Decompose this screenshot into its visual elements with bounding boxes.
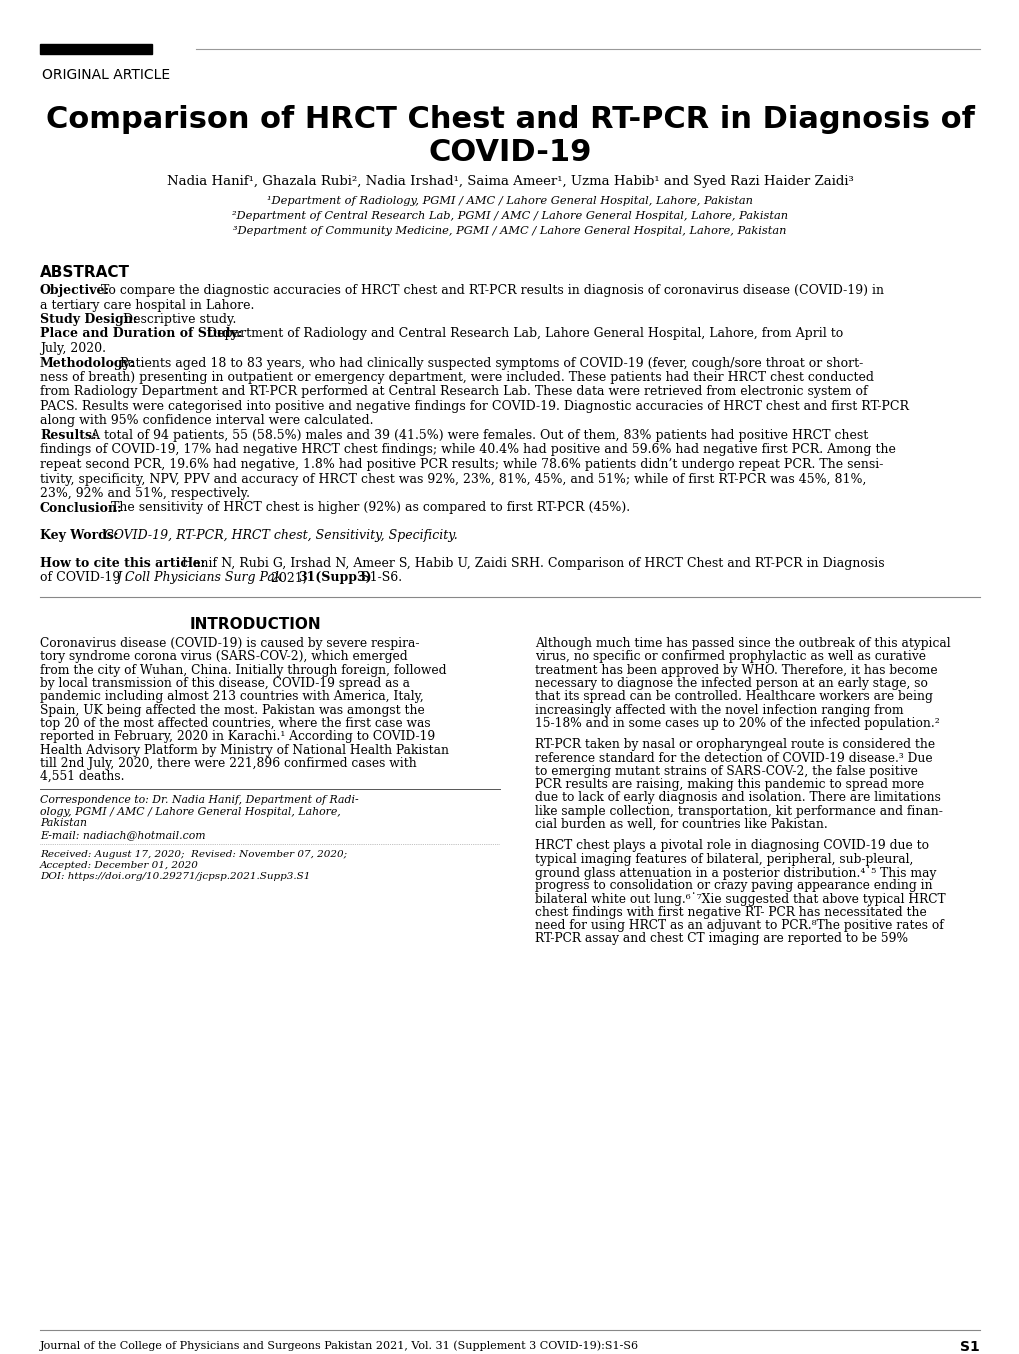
Text: Results:: Results: [40,429,97,441]
Text: :S1-S6.: :S1-S6. [358,571,403,584]
Text: COVID-19: COVID-19 [428,138,591,167]
Text: Pakistan: Pakistan [40,819,87,829]
Text: Conclusion:: Conclusion: [40,501,122,515]
Text: Nadia Hanif¹, Ghazala Rubi², Nadia Irshad¹, Saima Ameer¹, Uzma Habib¹ and Syed R: Nadia Hanif¹, Ghazala Rubi², Nadia Irsha… [166,175,853,188]
Text: 31(Supp3): 31(Supp3) [298,571,371,584]
Text: virus, no specific or confirmed prophylactic as well as curative: virus, no specific or confirmed prophyla… [535,650,925,663]
Text: J Coll Physicians Surg Pak: J Coll Physicians Surg Pak [116,571,282,584]
Text: ²Department of Central Research Lab, PGMI / AMC / Lahore General Hospital, Lahor: ²Department of Central Research Lab, PGM… [231,211,788,221]
Text: Patients aged 18 to 83 years, who had clinically suspected symptoms of COVID-19 : Patients aged 18 to 83 years, who had cl… [116,356,862,370]
Text: Received: August 17, 2020;  Revised: November 07, 2020;: Received: August 17, 2020; Revised: Nove… [40,850,346,860]
Text: PCR results are raising, making this pandemic to spread more: PCR results are raising, making this pan… [535,779,923,791]
Text: ³Department of Community Medicine, PGMI / AMC / Lahore General Hospital, Lahore,: ³Department of Community Medicine, PGMI … [233,226,786,236]
Text: need for using HRCT as an adjuvant to PCR.⁸The positive rates of: need for using HRCT as an adjuvant to PC… [535,919,943,932]
Text: Descriptive study.: Descriptive study. [119,313,236,326]
Text: Methodology:: Methodology: [40,356,136,370]
Text: tivity, specificity, NPV, PPV and accuracy of HRCT chest was 92%, 23%, 81%, 45%,: tivity, specificity, NPV, PPV and accura… [40,473,865,486]
Text: increasingly affected with the novel infection ranging from: increasingly affected with the novel inf… [535,704,903,716]
Text: Although much time has passed since the outbreak of this atypical: Although much time has passed since the … [535,638,950,650]
Text: treatment has been approved by WHO. Therefore, it has become: treatment has been approved by WHO. Ther… [535,663,936,677]
Text: ology, PGMI / AMC / Lahore General Hospital, Lahore,: ology, PGMI / AMC / Lahore General Hospi… [40,807,340,816]
Text: HRCT chest plays a pivotal role in diagnosing COVID-19 due to: HRCT chest plays a pivotal role in diagn… [535,839,928,853]
Text: S1: S1 [959,1340,979,1354]
Text: Correspondence to: Dr. Nadia Hanif, Department of Radi-: Correspondence to: Dr. Nadia Hanif, Depa… [40,796,359,806]
Text: from the city of Wuhan, China. Initially through foreign, followed: from the city of Wuhan, China. Initially… [40,663,446,677]
Text: tory syndrome corona virus (SARS-COV-2), which emerged: tory syndrome corona virus (SARS-COV-2),… [40,650,408,663]
Text: Study Design:: Study Design: [40,313,138,326]
Text: Objective:: Objective: [40,284,110,297]
Text: top 20 of the most affected countries, where the first case was: top 20 of the most affected countries, w… [40,718,430,730]
Text: reported in February, 2020 in Karachi.¹ According to COVID-19: reported in February, 2020 in Karachi.¹ … [40,730,435,743]
Text: PACS. Results were categorised into positive and negative findings for COVID-19.: PACS. Results were categorised into posi… [40,399,908,413]
Text: DOI: https://doi.org/10.29271/jcpsp.2021.Supp3.S1: DOI: https://doi.org/10.29271/jcpsp.2021… [40,872,310,881]
Text: Health Advisory Platform by Ministry of National Health Pakistan: Health Advisory Platform by Ministry of … [40,743,448,757]
Text: 2021;: 2021; [267,571,311,584]
Text: Comparison of HRCT Chest and RT-PCR in Diagnosis of: Comparison of HRCT Chest and RT-PCR in D… [46,106,973,134]
Text: Spain, UK being affected the most. Pakistan was amongst the: Spain, UK being affected the most. Pakis… [40,704,424,716]
Text: reference standard for the detection of COVID-19 disease.³ Due: reference standard for the detection of … [535,751,931,765]
Text: ABSTRACT: ABSTRACT [40,265,129,280]
Text: ¹Department of Radiology, PGMI / AMC / Lahore General Hospital, Lahore, Pakistan: ¹Department of Radiology, PGMI / AMC / L… [267,196,752,206]
Text: 15-18% and in some cases up to 20% of the infected population.²: 15-18% and in some cases up to 20% of th… [535,718,938,730]
Text: Accepted: December 01, 2020: Accepted: December 01, 2020 [40,861,199,871]
Text: To compare the diagnostic accuracies of HRCT chest and RT-PCR results in diagnos: To compare the diagnostic accuracies of … [97,284,883,297]
Text: till 2nd July, 2020, there were 221,896 confirmed cases with: till 2nd July, 2020, there were 221,896 … [40,757,417,770]
Text: typical imaging features of bilateral, peripheral, sub-pleural,: typical imaging features of bilateral, p… [535,853,912,865]
Text: findings of COVID-19, 17% had negative HRCT chest findings; while 40.4% had posi: findings of COVID-19, 17% had negative H… [40,444,895,456]
Text: along with 95% confidence interval were calculated.: along with 95% confidence interval were … [40,414,373,428]
Text: Journal of the College of Physicians and Surgeons Pakistan 2021, Vol. 31 (Supple: Journal of the College of Physicians and… [40,1340,639,1350]
Text: ness of breath) presenting in outpatient or emergency department, were included.: ness of breath) presenting in outpatient… [40,371,873,385]
Text: RT-PCR taken by nasal or oropharyngeal route is considered the: RT-PCR taken by nasal or oropharyngeal r… [535,738,934,751]
Text: INTRODUCTION: INTRODUCTION [189,617,321,632]
Text: like sample collection, transportation, kit performance and finan-: like sample collection, transportation, … [535,804,942,818]
Text: from Radiology Department and RT-PCR performed at Central Research Lab. These da: from Radiology Department and RT-PCR per… [40,386,867,398]
Text: A total of 94 patients, 55 (58.5%) males and 39 (41.5%) were females. Out of the: A total of 94 patients, 55 (58.5%) males… [87,429,867,441]
Text: Department of Radiology and Central Research Lab, Lahore General Hospital, Lahor: Department of Radiology and Central Rese… [203,328,843,340]
Text: Place and Duration of Study:: Place and Duration of Study: [40,328,243,340]
Text: that its spread can be controlled. Healthcare workers are being: that its spread can be controlled. Healt… [535,691,932,703]
Text: July, 2020.: July, 2020. [40,343,106,355]
Text: a tertiary care hospital in Lahore.: a tertiary care hospital in Lahore. [40,298,254,311]
Text: progress to consolidation or crazy paving appearance ending in: progress to consolidation or crazy pavin… [535,879,931,892]
Text: bilateral white out lung.⁶˙⁷Xie suggested that above typical HRCT: bilateral white out lung.⁶˙⁷Xie suggeste… [535,892,945,906]
Text: ORIGINAL ARTICLE: ORIGINAL ARTICLE [42,68,170,83]
Text: due to lack of early diagnosis and isolation. There are limitations: due to lack of early diagnosis and isola… [535,792,940,804]
Text: E-mail: nadiach@hotmail.com: E-mail: nadiach@hotmail.com [40,830,206,839]
Text: Coronavirus disease (COVID-19) is caused by severe respira-: Coronavirus disease (COVID-19) is caused… [40,638,419,650]
Text: The sensitivity of HRCT chest is higher (92%) as compared to first RT-PCR (45%).: The sensitivity of HRCT chest is higher … [107,501,630,515]
Text: by local transmission of this disease, COVID-19 spread as a: by local transmission of this disease, C… [40,677,410,691]
Text: Key Words:: Key Words: [40,529,118,542]
Text: to emerging mutant strains of SARS-COV-2, the false positive: to emerging mutant strains of SARS-COV-2… [535,765,917,779]
Text: of COVID-19 .: of COVID-19 . [40,571,132,584]
Text: 23%, 92% and 51%, respectively.: 23%, 92% and 51%, respectively. [40,487,250,500]
Bar [40,43,152,54]
Text: RT-PCR assay and chest CT imaging are reported to be 59%: RT-PCR assay and chest CT imaging are re… [535,933,907,945]
Text: cial burden as well, for countries like Pakistan.: cial burden as well, for countries like … [535,818,827,831]
Text: repeat second PCR, 19.6% had negative, 1.8% had positive PCR results; while 78.6: repeat second PCR, 19.6% had negative, 1… [40,458,882,471]
Text: How to cite this article:: How to cite this article: [40,556,205,570]
Text: 4,551 deaths.: 4,551 deaths. [40,770,124,783]
Text: COVID-19, RT-PCR, HRCT chest, Sensitivity, Specificity.: COVID-19, RT-PCR, HRCT chest, Sensitivit… [100,529,458,542]
Text: chest findings with first negative RT- PCR has necessitated the: chest findings with first negative RT- P… [535,906,926,919]
Text: Hanif N, Rubi G, Irshad N, Ameer S, Habib U, Zaidi SRH. Comparison of HRCT Chest: Hanif N, Rubi G, Irshad N, Ameer S, Habi… [178,556,883,570]
Text: necessary to diagnose the infected person at an early stage, so: necessary to diagnose the infected perso… [535,677,927,691]
Text: pandemic including almost 213 countries with America, Italy,: pandemic including almost 213 countries … [40,691,423,703]
Text: ground glass attenuation in a posterior distribution.⁴˙⁵ This may: ground glass attenuation in a posterior … [535,867,935,880]
